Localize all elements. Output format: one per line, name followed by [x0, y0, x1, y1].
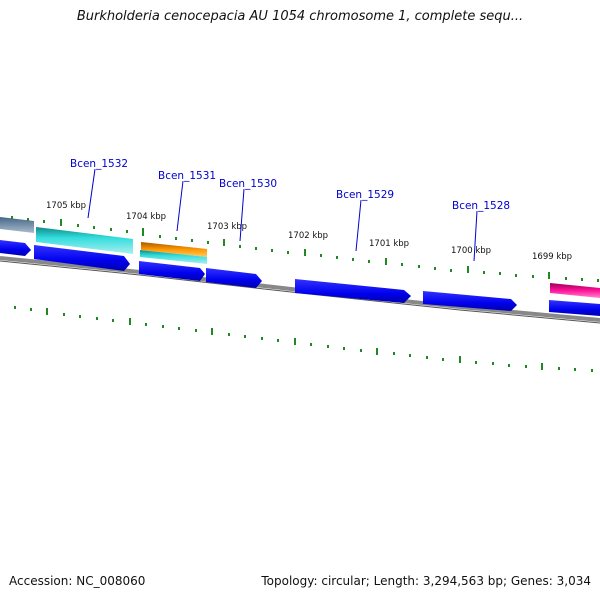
gene-arrow-4	[206, 268, 262, 288]
upper-ruler	[11, 216, 599, 282]
topology-label: Topology: circular; Length: 3,294,563 bp…	[261, 574, 591, 588]
feature-steel	[0, 217, 34, 233]
gene-label-bcen-1530[interactable]: Bcen_1530	[219, 178, 277, 190]
feature-cyan-small	[140, 250, 207, 264]
gene-label-bcen-1529[interactable]: Bcen_1529	[336, 189, 394, 201]
gene-arrow-5	[295, 279, 411, 303]
feature-orange	[141, 242, 207, 257]
gene-arrow-2	[34, 245, 130, 271]
gene-label-bcen-1531[interactable]: Bcen_1531	[158, 170, 216, 182]
gene-arrow-6	[423, 291, 517, 311]
ruler-label: 1703 kbp	[207, 222, 247, 232]
lower-ruler	[14, 306, 593, 372]
ruler-label: 1702 kbp	[288, 231, 328, 241]
ruler-label: 1704 kbp	[126, 212, 166, 222]
gene-label-leaders	[87, 168, 478, 262]
ruler-label: 1700 kbp	[451, 246, 491, 256]
feature-magenta	[550, 283, 600, 298]
map-title: Burkholderia cenocepacia AU 1054 chromos…	[76, 9, 524, 24]
ruler-label: 1701 kbp	[369, 239, 409, 249]
accession-label: Accession: NC_008060	[9, 574, 146, 588]
gene-arrow-3	[139, 261, 205, 281]
feature-cyan	[36, 227, 133, 254]
ruler-label: 1699 kbp	[532, 252, 572, 262]
gene-label-bcen-1532[interactable]: Bcen_1532	[70, 158, 128, 170]
gene-label-bcen-1528[interactable]: Bcen_1528	[452, 200, 510, 212]
gene-arrow-1	[0, 240, 31, 256]
ruler-label: 1705 kbp	[46, 201, 86, 211]
gene-arrow-7	[549, 300, 600, 316]
